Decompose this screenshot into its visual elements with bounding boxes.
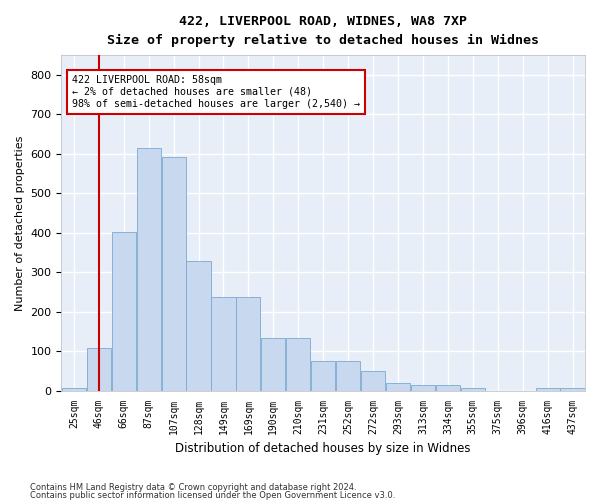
Bar bbox=[336, 361, 360, 391]
Text: Contains public sector information licensed under the Open Government Licence v3: Contains public sector information licen… bbox=[30, 490, 395, 500]
Title: 422, LIVERPOOL ROAD, WIDNES, WA8 7XP
Size of property relative to detached house: 422, LIVERPOOL ROAD, WIDNES, WA8 7XP Siz… bbox=[107, 15, 539, 47]
Bar bbox=[311, 361, 335, 391]
Bar bbox=[436, 385, 460, 391]
Bar bbox=[386, 383, 410, 391]
Bar bbox=[560, 388, 584, 391]
Bar bbox=[62, 388, 86, 391]
Bar bbox=[236, 297, 260, 391]
Bar bbox=[286, 338, 310, 391]
Bar bbox=[536, 388, 560, 391]
Bar bbox=[461, 388, 485, 391]
Bar bbox=[161, 158, 185, 391]
Bar bbox=[211, 297, 236, 391]
Bar bbox=[361, 372, 385, 391]
Y-axis label: Number of detached properties: Number of detached properties bbox=[15, 136, 25, 310]
Bar bbox=[112, 232, 136, 391]
Bar bbox=[87, 348, 111, 391]
Bar bbox=[411, 385, 435, 391]
Bar bbox=[137, 148, 161, 391]
Text: 422 LIVERPOOL ROAD: 58sqm
← 2% of detached houses are smaller (48)
98% of semi-d: 422 LIVERPOOL ROAD: 58sqm ← 2% of detach… bbox=[72, 76, 360, 108]
Bar bbox=[261, 338, 286, 391]
Text: Contains HM Land Registry data © Crown copyright and database right 2024.: Contains HM Land Registry data © Crown c… bbox=[30, 484, 356, 492]
X-axis label: Distribution of detached houses by size in Widnes: Distribution of detached houses by size … bbox=[175, 442, 471, 455]
Bar bbox=[187, 260, 211, 391]
